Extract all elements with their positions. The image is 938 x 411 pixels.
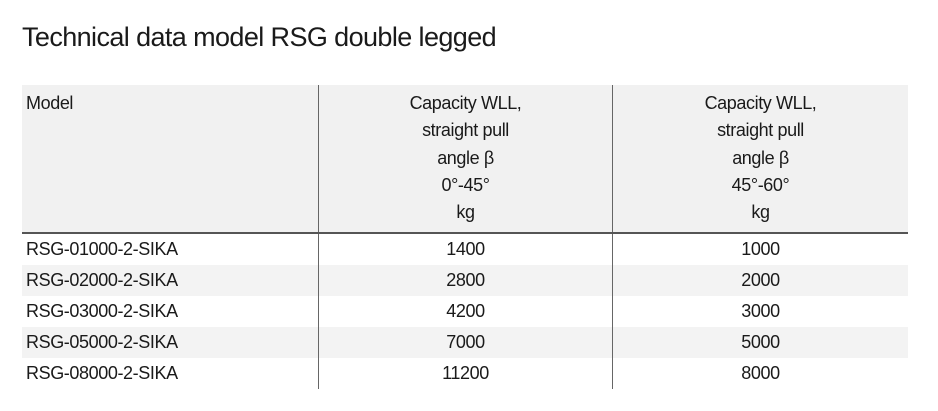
header-text: straight pull (717, 120, 804, 141)
header-text: 0°-45° (441, 174, 490, 195)
table-cell: 2000 (612, 265, 908, 297)
header-text: angle β (437, 147, 494, 168)
header-text: straight pull (422, 120, 509, 141)
table-cell: 8000 (612, 358, 908, 390)
table-row: RSG-01000-2-SIKA 1400 1000 (22, 234, 908, 266)
header-text: Capacity WLL, (409, 93, 522, 113)
table-cell: 1400 (318, 234, 612, 266)
header-cell: Capacity WLL, straight pull angle β 0°-45° k… (318, 85, 612, 233)
table-row: RSG-08000-2-SIKA 11200 8000 (22, 358, 908, 390)
header-text: Capacity WLL, (704, 93, 817, 113)
header-cell: Capacity WLL, straight pull angle β 45°-60°… (612, 85, 908, 233)
table-cell: RSG-08000-2-SIKA (26, 363, 178, 384)
table-cell: 1000 (612, 234, 908, 266)
table-cell: 4200 (318, 296, 612, 328)
table-row: RSG-05000-2-SIKA 7000 5000 (22, 327, 908, 359)
header-text: 45°-60° (731, 174, 790, 195)
data-table: Model Capacity WLL, straight pull angle β 0°… (22, 85, 908, 390)
table-cell: 3000 (612, 296, 908, 328)
table-cell: 5000 (612, 327, 908, 359)
table-row: RSG-02000-2-SIKA 2800 2000 (22, 265, 908, 297)
header-text: kg (751, 202, 770, 223)
table-cell: RSG-02000-2-SIKA (26, 270, 178, 291)
table-row: RSG-03000-2-SIKA 4200 3000 (22, 296, 908, 328)
title: Technical data model RSG double legged (22, 22, 497, 52)
table-cell: RSG-01000-2-SIKA (26, 239, 178, 260)
table-cell: 11200 (318, 358, 612, 390)
header-text: angle β (732, 147, 789, 168)
header-cell: Model (22, 85, 318, 232)
header-row: Model Capacity WLL, straight pull angle β 0°… (22, 85, 908, 235)
table-cell: 2800 (318, 265, 612, 297)
table-cell: RSG-03000-2-SIKA (26, 301, 178, 322)
header-text: Model (26, 93, 74, 113)
table-cell: RSG-05000-2-SIKA (26, 332, 178, 353)
table-cell: 7000 (318, 327, 612, 359)
header-text: kg (456, 202, 475, 223)
